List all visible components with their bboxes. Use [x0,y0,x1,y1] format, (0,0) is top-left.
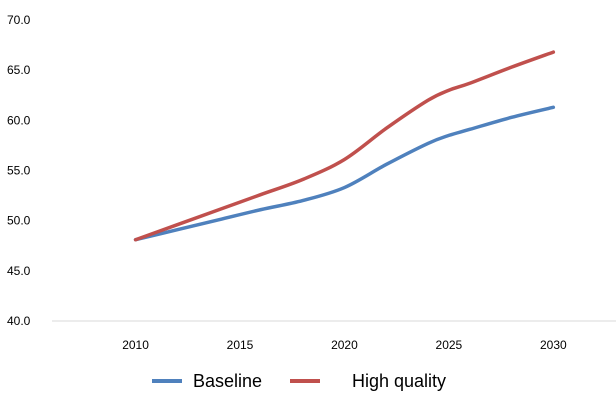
y-tick-label: 70.0 [7,13,31,27]
legend-label: Baseline [193,371,262,391]
x-axis-tick-labels: 2010 2015 2020 2025 2030 [122,338,567,352]
legend-label: High quality [352,371,446,391]
series-lines [133,50,556,242]
series-line-high-quality [133,50,556,242]
x-tick-label: 2030 [540,338,567,352]
x-tick-label: 2020 [331,338,358,352]
y-tick-label: 50.0 [7,214,31,228]
legend: Baseline High quality [152,371,446,391]
x-tick-label: 2015 [227,338,254,352]
y-tick-label: 60.0 [7,113,31,127]
legend-item-high-quality: High quality [290,371,446,391]
legend-item-baseline: Baseline [152,371,262,391]
x-tick-label: 2010 [122,338,149,352]
series-line-baseline [133,105,556,242]
y-tick-label: 45.0 [7,264,31,278]
y-tick-label: 40.0 [7,314,31,328]
x-tick-label: 2025 [436,338,463,352]
y-tick-label: 65.0 [7,63,31,77]
y-tick-label: 55.0 [7,164,31,178]
y-axis-tick-labels: 40.0 45.0 50.0 55.0 60.0 65.0 70.0 [7,13,31,328]
